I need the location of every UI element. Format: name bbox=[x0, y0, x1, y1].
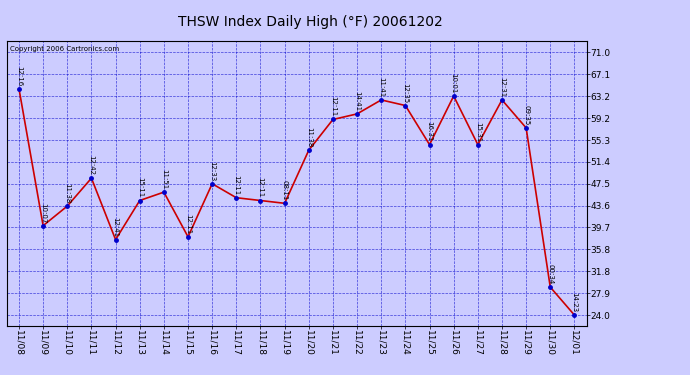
Text: 11:41: 11:41 bbox=[378, 77, 384, 97]
Text: 12:11: 12:11 bbox=[330, 96, 336, 117]
Text: 15:11: 15:11 bbox=[137, 177, 143, 198]
Text: 08:11: 08:11 bbox=[282, 180, 288, 201]
Text: 16:31: 16:31 bbox=[426, 122, 433, 142]
Text: 12:11: 12:11 bbox=[233, 175, 239, 195]
Text: 00:34: 00:34 bbox=[547, 264, 553, 284]
Text: 12:42: 12:42 bbox=[88, 155, 95, 176]
Text: 09:35: 09:35 bbox=[523, 105, 529, 125]
Text: 12:16: 12:16 bbox=[16, 66, 22, 86]
Text: 15:31: 15:31 bbox=[475, 122, 481, 142]
Text: 12:35: 12:35 bbox=[402, 82, 408, 103]
Text: 12:11: 12:11 bbox=[257, 177, 264, 198]
Text: 12:11: 12:11 bbox=[185, 214, 191, 234]
Text: Copyright 2006 Cartronics.com: Copyright 2006 Cartronics.com bbox=[10, 45, 119, 51]
Text: 11:38: 11:38 bbox=[306, 127, 312, 147]
Text: 14:23: 14:23 bbox=[571, 292, 578, 312]
Text: 11:38: 11:38 bbox=[64, 183, 70, 203]
Text: 10:01: 10:01 bbox=[451, 73, 457, 93]
Text: 12:31: 12:31 bbox=[499, 77, 505, 97]
Text: 10:07: 10:07 bbox=[40, 202, 46, 223]
Text: 12:33: 12:33 bbox=[209, 161, 215, 181]
Text: 11:51: 11:51 bbox=[161, 169, 167, 189]
Text: THSW Index Daily High (°F) 20061202: THSW Index Daily High (°F) 20061202 bbox=[178, 15, 443, 29]
Text: 14:41: 14:41 bbox=[354, 91, 360, 111]
Text: 12:41: 12:41 bbox=[112, 217, 119, 237]
